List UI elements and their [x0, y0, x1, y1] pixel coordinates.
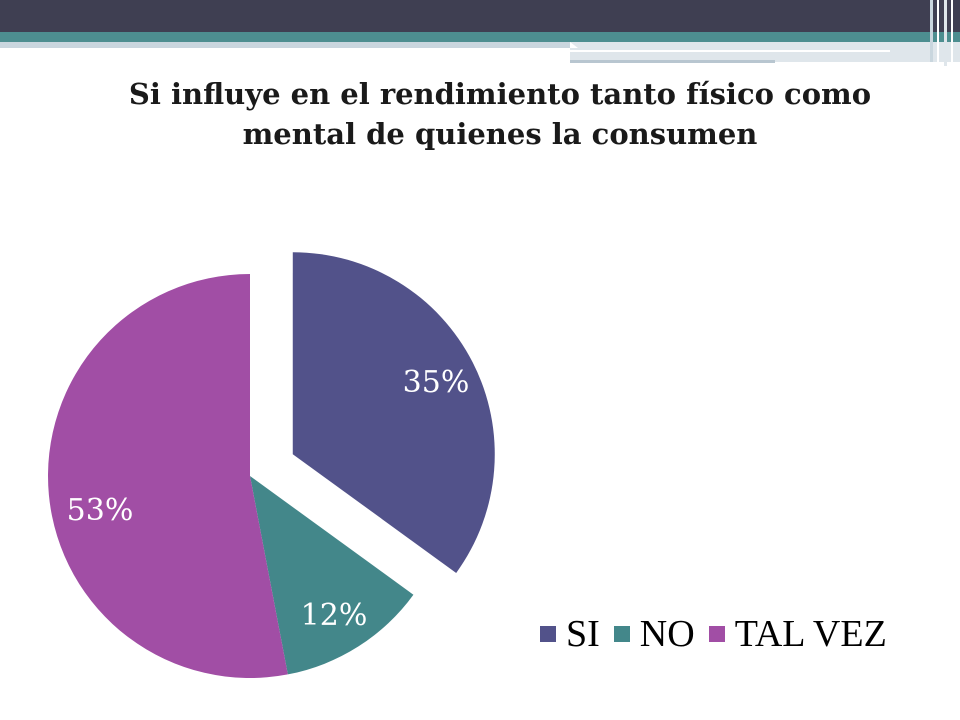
- banner-dark-band: [0, 0, 960, 32]
- data-label-no: 12%: [301, 598, 368, 633]
- pie-slice-no: [250, 476, 414, 675]
- banner-accent-line-lower: [570, 60, 775, 63]
- banner-arrow-notch: [570, 42, 578, 48]
- chart-legend: SI NO TAL VEZ: [540, 612, 901, 656]
- banner-light-band: [0, 42, 570, 48]
- banner-right-stripe-2: [937, 0, 939, 62]
- legend-swatch-tal-vez: [708, 626, 725, 642]
- banner-right-stripe-1: [930, 0, 933, 62]
- data-label-tal-vez: 53%: [67, 493, 134, 528]
- banner-teal-band: [0, 32, 960, 42]
- data-label-si: 35%: [403, 365, 470, 400]
- legend-item-tal-vez: TAL VEZ: [708, 612, 887, 656]
- banner-right-stripe-4: [951, 0, 953, 62]
- header-banner: [0, 0, 960, 66]
- banner-accent-line: [570, 50, 890, 52]
- legend-label-no: NO: [639, 613, 695, 655]
- legend-label-si: SI: [566, 613, 600, 655]
- legend-swatch-si: [540, 626, 556, 642]
- legend-item-si: SI: [540, 612, 600, 656]
- legend-label-tal-vez: TAL VEZ: [734, 613, 887, 655]
- pie-slice-tal-vez: [47, 274, 288, 678]
- pie-slice-si: [292, 252, 495, 573]
- legend-swatch-no: [613, 626, 630, 642]
- banner-right-stripe-3: [944, 0, 947, 66]
- legend-item-no: NO: [613, 612, 695, 656]
- chart-title: Si influye en el rendimiento tanto físic…: [128, 77, 872, 151]
